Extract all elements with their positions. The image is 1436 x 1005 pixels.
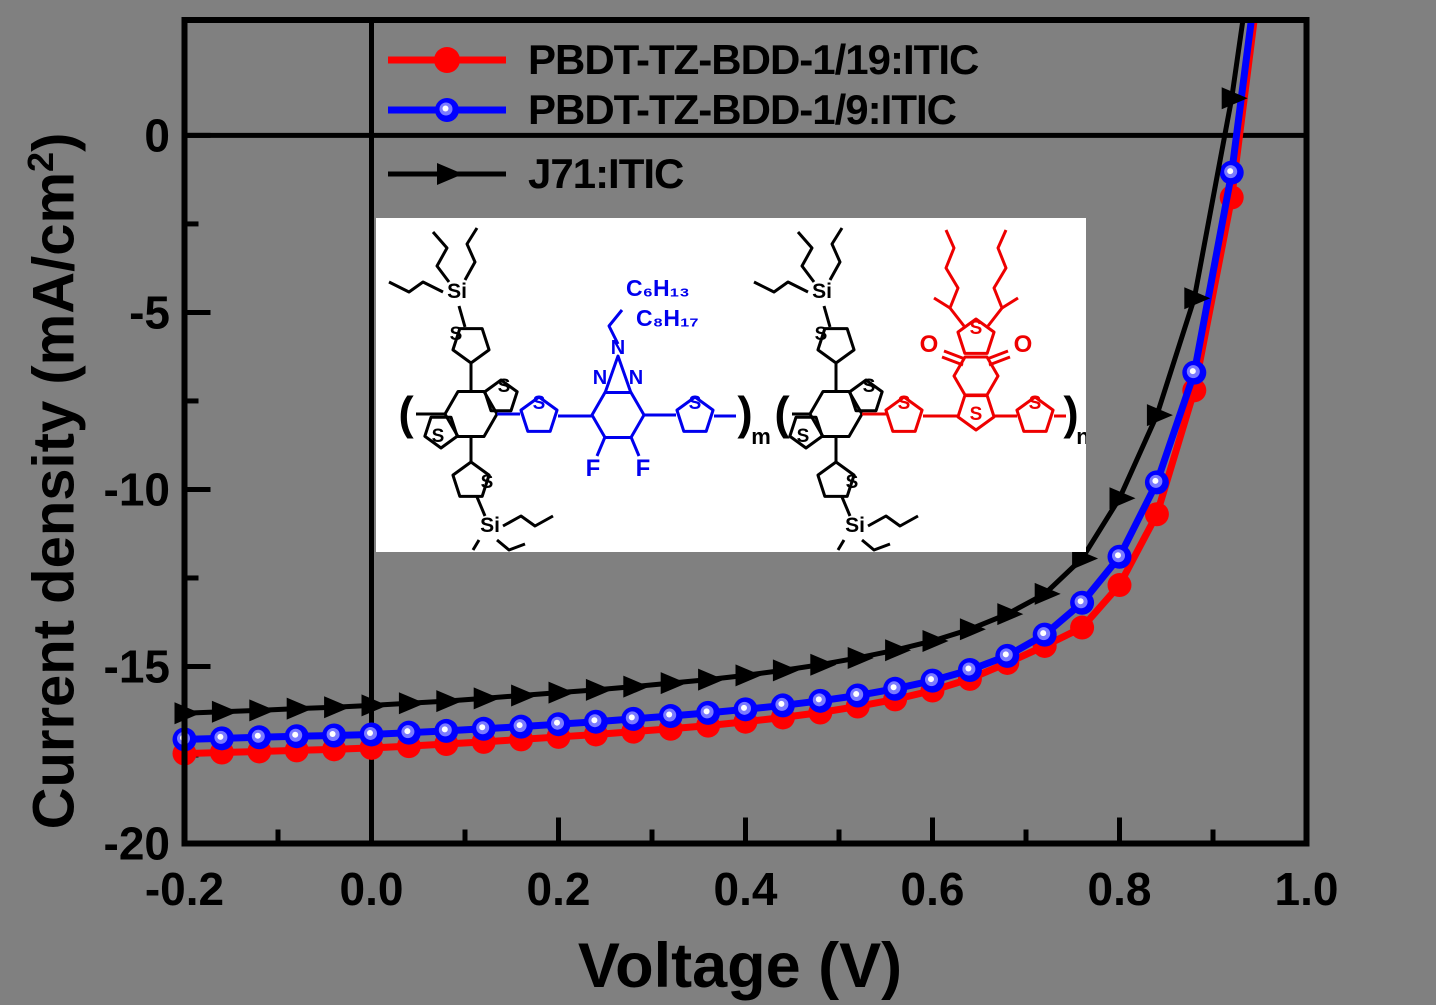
atom-label: S xyxy=(481,472,494,493)
series-PBDT-TZ-BDD-1/9:ITIC xyxy=(172,19,1255,752)
atom-label: S xyxy=(863,376,876,397)
legend-item-pbdt-tz-bdd-1-19: PBDT-TZ-BDD-1/19:ITIC xyxy=(386,34,979,86)
y-tick-label: 0 xyxy=(144,109,170,161)
series-J71:ITIC xyxy=(174,19,1248,725)
atom-label: S xyxy=(689,393,702,414)
atom-label: S xyxy=(815,324,828,345)
atom-label: ( xyxy=(398,387,414,439)
atom-label: O xyxy=(920,331,939,358)
legend-marker-blue-sphere-line xyxy=(388,98,506,122)
y-tick-label: -10 xyxy=(104,463,170,515)
legend-label: J71:ITIC xyxy=(528,150,684,197)
molecule-structure-inset: (S S S Si S Si S N N N C₆H₁₃ C₈H₁₇ F F S) m(S S S Si S Si S S O… xyxy=(376,218,1086,552)
atom-label: Si xyxy=(447,280,467,303)
y-tick-label: -5 xyxy=(129,286,170,338)
atom-label: S xyxy=(498,376,511,397)
tick-labels: -0.2 0.0 0.2 0.4 0.6 0.8 1.0 0 -5 -10 -15 -20 xyxy=(104,109,1339,915)
legend-marker-black-triangle-line xyxy=(388,163,506,185)
atom-label: C₈H₁₇ xyxy=(636,305,699,331)
atom-label: S xyxy=(898,393,911,414)
y-axis-label-text: Current density (mA/cm xyxy=(21,171,87,830)
atom-label: Si xyxy=(480,514,500,537)
legend-marker-red-circle-line xyxy=(388,47,506,73)
atom-label: F xyxy=(636,455,651,482)
legend-label: PBDT-TZ-BDD-1/9:ITIC xyxy=(528,86,957,133)
atom-label: N xyxy=(611,337,625,359)
atom-label: ) xyxy=(737,387,752,439)
atom-label: ( xyxy=(774,387,790,439)
series-markers xyxy=(174,87,1248,725)
series-markers xyxy=(172,160,1244,752)
x-tick-label: 0.2 xyxy=(527,863,591,915)
legend-item-j71: J71:ITIC xyxy=(386,148,684,200)
y-tick-label: -20 xyxy=(104,818,170,870)
atom-label: S xyxy=(533,393,546,414)
x-tick-label: -0.2 xyxy=(145,863,224,915)
atom-label: S xyxy=(1029,393,1042,414)
x-tick-label: 0.6 xyxy=(901,863,965,915)
x-tick-label: 0.8 xyxy=(1088,863,1152,915)
atom-label: n xyxy=(1076,424,1086,449)
y-axis-label: Current density (mA/cm2) xyxy=(20,91,86,871)
plot-frame xyxy=(181,17,1310,847)
atom-label: S xyxy=(970,318,983,339)
x-tick-label: 1.0 xyxy=(1275,863,1339,915)
x-axis-label: Voltage (V) xyxy=(577,931,903,1001)
atom-label: S xyxy=(450,324,463,345)
y-tick-label: -15 xyxy=(104,640,170,692)
atom-label: N xyxy=(629,367,643,389)
x-tick-label: 0.0 xyxy=(340,863,404,915)
atom-label: m xyxy=(751,424,771,449)
atom-label: S xyxy=(797,426,810,447)
atom-label: S xyxy=(970,404,983,425)
atom-label: S xyxy=(432,426,445,447)
atom-label: N xyxy=(593,367,607,389)
atom-label: S xyxy=(846,472,859,493)
atom-label: F xyxy=(586,455,601,482)
x-tick-label: 0.4 xyxy=(714,863,778,915)
atom-label: ) xyxy=(1063,387,1078,439)
y-axis-label-close: ) xyxy=(21,132,87,152)
atom-label: Si xyxy=(845,514,865,537)
legend-item-pbdt-tz-bdd-1-9: PBDT-TZ-BDD-1/9:ITIC xyxy=(386,84,957,136)
atom-label: C₆H₁₃ xyxy=(626,275,690,301)
atom-label: O xyxy=(1014,331,1033,358)
y-axis-label-superscript: 2 xyxy=(20,151,61,172)
atom-label: Si xyxy=(812,280,832,303)
legend-label: PBDT-TZ-BDD-1/19:ITIC xyxy=(528,36,979,83)
